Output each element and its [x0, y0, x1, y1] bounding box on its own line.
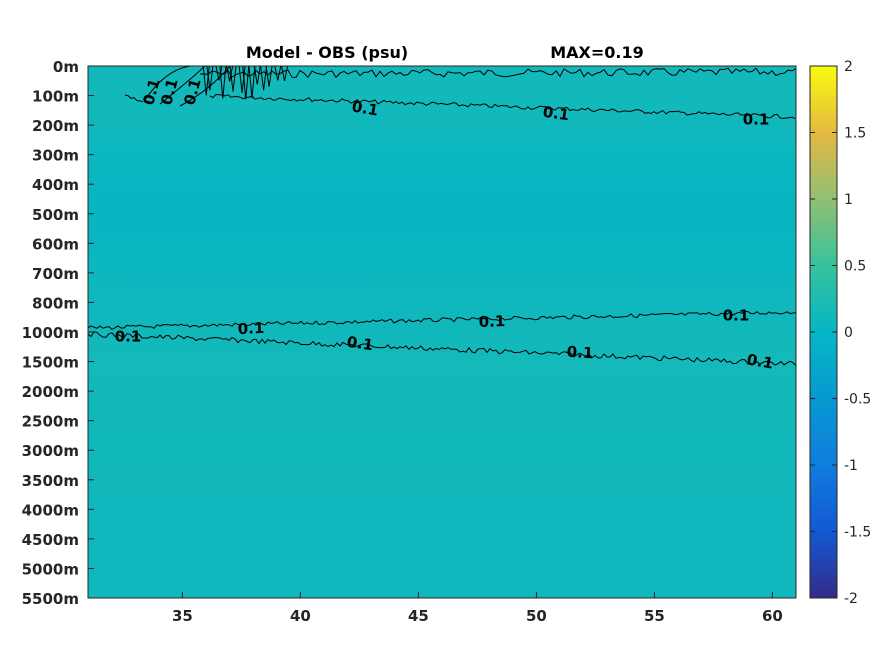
contour-lines [88, 66, 796, 367]
colorbar-tick-label: 0.5 [844, 259, 866, 275]
contour-line [248, 66, 256, 99]
y-tick-label: 700m [32, 265, 79, 283]
colorbar-tick-label: -0.5 [844, 392, 871, 408]
contour-line [215, 66, 223, 81]
x-tick-label: 60 [762, 607, 783, 625]
y-tick-label: 2500m [22, 413, 79, 431]
contour-line [219, 66, 227, 99]
colorbar-tick-label: -1.5 [844, 525, 871, 541]
y-tick-label: 800m [32, 294, 79, 312]
colorbar-tick-label: 0 [844, 325, 853, 341]
contour-line [144, 66, 191, 101]
y-tick-label: 500m [32, 206, 79, 224]
colorbar-tick-label: 1 [844, 192, 853, 208]
y-tick-label: 200m [32, 117, 79, 135]
contour-line [242, 66, 250, 100]
max-annotation: MAX=0.19 [550, 43, 644, 62]
contour-label: 0.1 [115, 328, 142, 346]
y-tick-label: 100m [32, 88, 79, 106]
x-tick-label: 40 [290, 607, 311, 625]
contour-line [206, 66, 214, 91]
contour-line [260, 66, 268, 91]
contour-label: 0.1 [346, 333, 375, 355]
contour-label: 0.1 [743, 111, 770, 129]
contour-line [124, 94, 144, 103]
contour-labels: 0.10.10.10.1 0.1 0.10.1 0.1 0.1 0.10.1 0.1 0.1 [115, 77, 775, 373]
y-axis: 0m 100m 200m 300m 400m 500m 600m 700m 800m 1000m 1… [22, 58, 94, 608]
y-tick-label: 1500m [22, 354, 79, 372]
contour-line [199, 67, 796, 79]
contour-label: 0.1 [542, 103, 571, 125]
contour-label: 0.1 [478, 312, 505, 331]
x-tick-label: 35 [172, 607, 193, 625]
y-tick-label: 4500m [22, 531, 79, 549]
y-tick-label: 5000m [22, 560, 79, 578]
x-tick-label: 45 [408, 607, 429, 625]
y-tick-label: 3000m [22, 442, 79, 460]
colorbar-tick-label: 1.5 [844, 126, 866, 142]
contour-line [88, 310, 796, 330]
contour-label: 0.1 [566, 343, 594, 363]
x-tick-label: 50 [526, 607, 547, 625]
contour-line [274, 66, 282, 81]
y-tick-label: 1000m [22, 324, 79, 342]
contour-label: 0.1 [723, 307, 750, 325]
colorbar-tick-label: -1 [844, 458, 858, 474]
contour-line [88, 331, 796, 367]
colorbar-tick-label: 2 [844, 59, 853, 75]
contour-line [179, 66, 231, 107]
contour-line [229, 66, 237, 92]
chart-title: Model - OBS (psu) [246, 43, 408, 62]
y-tick-label: 4000m [22, 501, 79, 519]
plot-field [88, 66, 796, 598]
contour-line [209, 93, 796, 120]
y-tick-label: 5500m [22, 590, 79, 608]
colorbar-ticks: 2 1.5 1 0.5 0 -0.5 -1 -1.5 -2 [810, 59, 871, 607]
contour-line [238, 66, 246, 93]
y-tick-label: 3500m [22, 472, 79, 490]
contour-line [281, 66, 289, 82]
y-tick-label: 2000m [22, 383, 79, 401]
y-tick-label: 300m [32, 147, 79, 165]
contour-label: 0.1 [745, 350, 774, 372]
y-tick-label: 600m [32, 235, 79, 253]
contour-label: 0.1 [350, 97, 379, 119]
y-tick-label: 0m [53, 58, 79, 76]
contour-line [226, 66, 234, 82]
x-axis: 35 40 45 50 55 60 [172, 592, 783, 625]
colorbar-tick-label: -2 [844, 591, 858, 607]
contour-label: 0.1 [237, 319, 264, 338]
y-tick-label: 400m [32, 176, 79, 194]
x-tick-label: 55 [644, 607, 665, 625]
contour-line [265, 66, 273, 87]
contour-line [253, 66, 261, 85]
contour-line [159, 66, 206, 105]
